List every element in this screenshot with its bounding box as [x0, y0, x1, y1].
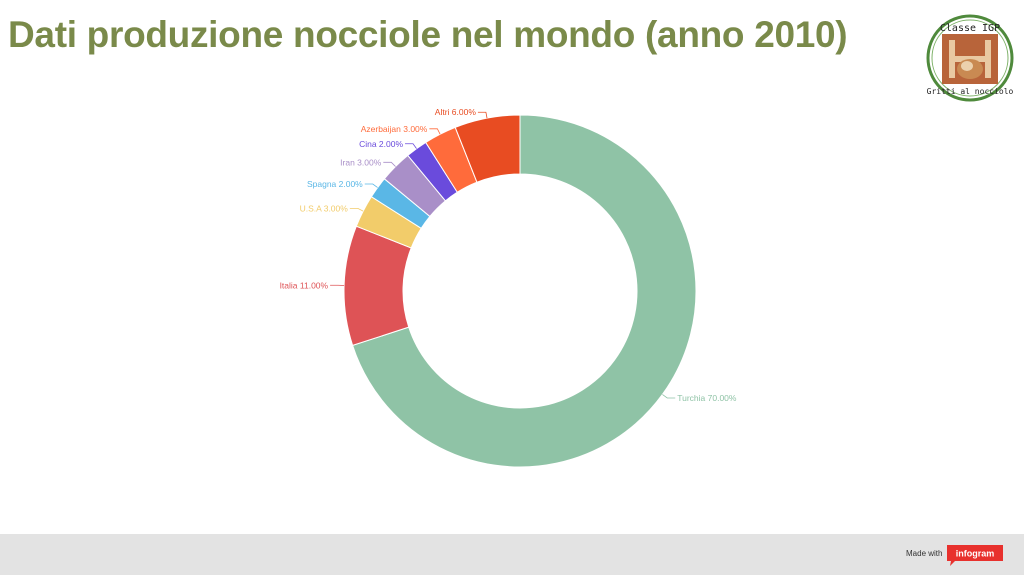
data-label: Italia 11.00%: [280, 280, 329, 290]
data-label: U.S.A 3.00%: [300, 203, 349, 213]
data-label: Spagna 2.00%: [307, 179, 363, 189]
made-with-label: Made with: [906, 549, 943, 558]
slice-altri[interactable]: [454, 114, 521, 183]
leader-line: [349, 207, 364, 212]
leader-line: [662, 394, 676, 399]
leader-line: [364, 183, 378, 188]
data-label: Iran 3.00%: [340, 157, 382, 167]
data-label: Cina 2.00%: [359, 139, 403, 149]
infogram-logo-icon[interactable]: infogram: [947, 542, 1003, 568]
leader-line: [405, 143, 417, 149]
data-label: Azerbaijan 3.00%: [361, 124, 428, 134]
page-title: Dati produzione nocciole nel mondo (anno…: [8, 14, 848, 55]
data-label: Turchia 70.00%: [677, 393, 737, 403]
leader-line: [477, 111, 488, 119]
footer-bar: Made with infogram: [0, 534, 1024, 575]
leader-line: [429, 128, 441, 135]
logo-icon: Classe IGP Gritti al nocciolo: [926, 14, 1014, 102]
logo-top-text: Classe IGP: [940, 23, 1000, 34]
donut-chart: Turchia 70.00% Italia 11.00% U.S.A 3.00% Sp…: [280, 107, 737, 468]
leader-line: [383, 161, 396, 167]
infogram-text: infogram: [956, 549, 995, 559]
slice-turchia[interactable]: [351, 114, 697, 468]
logo-bottom-text: Gritti al nocciolo: [927, 87, 1014, 96]
data-label: Altri 6.00%: [435, 107, 477, 117]
